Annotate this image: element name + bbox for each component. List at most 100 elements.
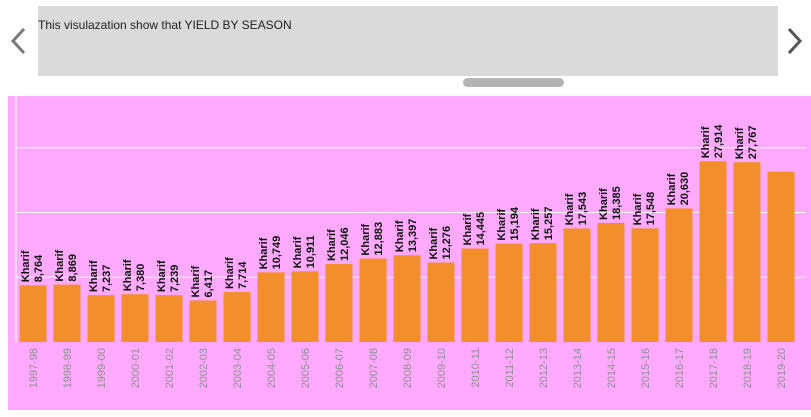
data-label-series: Kharif <box>326 229 338 261</box>
bar <box>291 271 319 342</box>
data-label-series: Kharif <box>122 259 134 291</box>
data-label-value: 7,380 <box>135 264 147 292</box>
bar <box>121 294 149 342</box>
data-label: Kharif8,764 <box>20 250 45 282</box>
bar <box>393 255 421 342</box>
x-tick-label: 2004-05 <box>266 348 278 388</box>
x-tick-label: 2009-10 <box>436 348 448 388</box>
x-tick-label: 2005-06 <box>300 348 312 388</box>
data-label-series: Kharif <box>700 126 712 158</box>
x-tick-label: 2002-03 <box>198 348 210 388</box>
data-label-series: Kharif <box>496 209 508 241</box>
data-label-value: 17,548 <box>645 192 657 226</box>
x-tick-label: 2017-18 <box>708 348 720 388</box>
bar <box>665 208 693 342</box>
data-label: Kharif10,749 <box>258 236 283 270</box>
data-label-value: 8,869 <box>67 254 79 282</box>
x-tick-label: 1998-99 <box>62 348 74 388</box>
x-tick-label: 2011-12 <box>504 348 516 388</box>
data-label: Kharif14,445 <box>462 212 487 246</box>
data-label-value: 20,630 <box>679 172 691 206</box>
x-tick-label: 2016-17 <box>674 348 686 388</box>
data-label: Kharif12,883 <box>360 222 385 256</box>
data-label: Kharif7,380 <box>122 259 147 291</box>
data-label-series: Kharif <box>632 193 644 225</box>
data-label-series: Kharif <box>88 260 100 292</box>
data-label-value: 13,397 <box>407 219 419 253</box>
bar <box>631 228 659 342</box>
x-tick-label: 2007-08 <box>368 348 380 388</box>
data-label-value: 12,883 <box>373 222 385 256</box>
data-label-series: Kharif <box>734 127 746 159</box>
horizontal-scrollbar-thumb[interactable] <box>463 78 564 87</box>
data-label-series: Kharif <box>428 227 440 259</box>
yield-bar-chart: 1997-98Kharif8,7641998-99Kharif8,8691999… <box>15 96 806 388</box>
bar <box>223 292 251 342</box>
data-label-value: 14,445 <box>475 212 487 246</box>
bar <box>461 248 489 342</box>
x-tick-label: 2013-14 <box>572 348 584 388</box>
data-label-series: Kharif <box>394 220 406 252</box>
bar <box>189 300 217 342</box>
data-label: Kharif12,046 <box>326 227 351 261</box>
data-label-value: 10,911 <box>305 235 317 268</box>
data-label: Kharif27,767 <box>734 126 759 160</box>
bar <box>359 258 387 342</box>
bar <box>53 284 81 342</box>
caption-box: This visulazation show that YIELD BY SEA… <box>38 6 778 76</box>
bar <box>495 243 523 342</box>
data-label: Kharif17,543 <box>564 192 589 226</box>
x-tick-label: 2001-02 <box>164 348 176 388</box>
data-label-series: Kharif <box>54 249 66 281</box>
bar <box>529 243 557 342</box>
data-label-value: 15,194 <box>509 206 521 241</box>
x-tick-label: 2003-04 <box>232 348 244 388</box>
data-label-value: 6,417 <box>203 270 215 298</box>
bar <box>563 228 591 342</box>
data-label-value: 27,767 <box>747 126 759 160</box>
data-label-value: 8,764 <box>33 254 45 282</box>
data-label-value: 18,385 <box>611 186 623 220</box>
data-label: Kharif15,194 <box>496 206 521 241</box>
x-tick-label: 2000-01 <box>130 348 142 388</box>
x-tick-label: 2014-15 <box>606 348 618 388</box>
x-tick-label: 2008-09 <box>402 348 414 388</box>
x-tick-label: 2019-20 <box>776 348 788 388</box>
data-label-series: Kharif <box>666 173 678 205</box>
x-tick-label: 2006-07 <box>334 348 346 388</box>
data-label-value: 17,543 <box>577 192 589 226</box>
data-label: Kharif7,714 <box>224 257 249 289</box>
data-label-series: Kharif <box>292 236 304 268</box>
data-label: Kharif15,257 <box>530 207 555 241</box>
x-tick-label: 2015-16 <box>640 348 652 388</box>
data-label: Kharif10,911 <box>292 235 317 268</box>
next-arrow-button[interactable] <box>783 24 805 58</box>
data-label: Kharif13,397 <box>394 219 419 253</box>
prev-arrow-button[interactable] <box>8 24 30 58</box>
data-label: Kharif12,276 <box>428 226 453 260</box>
bar <box>699 161 727 342</box>
data-label-value: 15,257 <box>543 207 555 241</box>
bar <box>767 171 795 342</box>
bar <box>325 264 353 342</box>
data-label-series: Kharif <box>598 188 610 220</box>
bar <box>597 222 625 342</box>
bar <box>155 295 183 342</box>
data-label: Kharif7,237 <box>88 260 113 292</box>
data-label-series: Kharif <box>20 250 32 282</box>
data-label-series: Kharif <box>564 193 576 225</box>
data-label: Kharif6,417 <box>190 265 215 297</box>
caption-text: This visulazation show that YIELD BY SEA… <box>38 18 292 32</box>
data-label-series: Kharif <box>360 223 372 255</box>
chevron-left-icon <box>10 27 26 55</box>
chevron-right-icon <box>787 27 803 55</box>
x-tick-label: 1997-98 <box>28 348 40 388</box>
x-tick-label: 2018-19 <box>742 348 754 388</box>
chart-panel: 1997-98 Kharif8,764 1998-99 Kharif8,869 1999… <box>8 96 811 410</box>
bar <box>87 295 115 342</box>
data-label-series: Kharif <box>224 257 236 289</box>
data-label-value: 7,239 <box>169 265 181 293</box>
bar <box>19 285 47 342</box>
data-label-series: Kharif <box>258 237 270 269</box>
data-label: Kharif8,869 <box>54 249 79 281</box>
